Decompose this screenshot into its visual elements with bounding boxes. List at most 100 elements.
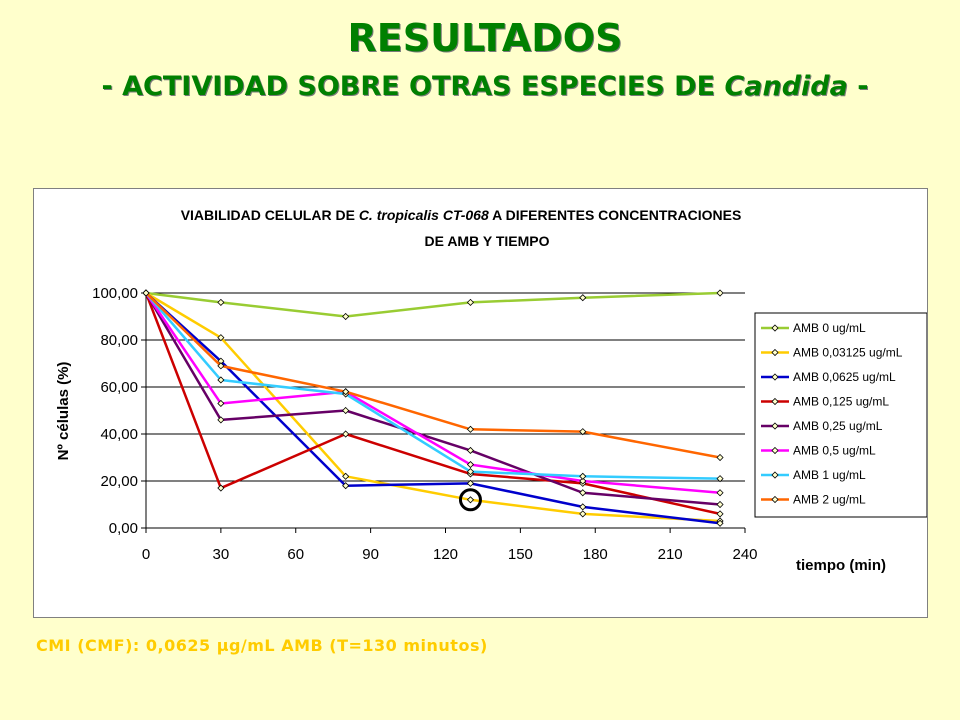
legend-label-6: AMB 1 ug/mL	[793, 468, 866, 482]
legend-item-4: AMB 0,25 ug/mL	[761, 419, 883, 433]
data-point-1-2	[342, 472, 350, 480]
data-point-2-4	[579, 503, 587, 511]
slide-title: RESULTADOS	[347, 16, 623, 60]
chart-title-prefix: VIABILIDAD CELULAR DE	[181, 207, 359, 223]
data-point-5-5	[716, 489, 724, 497]
x-tick-label-5: 150	[508, 546, 533, 563]
data-point-6-1	[217, 376, 225, 384]
data-point-5-1	[217, 399, 225, 408]
y-tick-label-2: 40,00	[100, 426, 138, 443]
highlight-circle	[458, 488, 482, 512]
y-tick-label-0: 0,00	[109, 520, 138, 537]
series-4	[142, 289, 724, 509]
series-line-6	[145, 292, 721, 480]
legend-label-3: AMB 0,125 ug/mL	[793, 395, 889, 409]
x-tick-label-8: 240	[732, 546, 757, 563]
series-7	[142, 289, 724, 462]
data-point-7-0	[142, 289, 150, 297]
data-point-1-1	[217, 334, 225, 342]
grid-lines	[146, 292, 745, 482]
data-point-7-2	[342, 388, 350, 396]
legend-item-6: AMB 1 ug/mL	[761, 468, 866, 482]
legend-box	[754, 312, 927, 518]
x-axis-label: tiempo (min)	[796, 557, 886, 574]
data-point-6-3	[466, 468, 475, 476]
x-tick-label-7: 210	[658, 546, 683, 563]
subtitle-italic: Candida	[724, 71, 848, 102]
viability-line-chart: VIABILIDAD CELULAR DE C. tropicalis CT-0…	[55, 207, 927, 574]
data-point-2-5	[716, 519, 724, 527]
data-point-2-3	[466, 479, 475, 487]
data-point-7-5	[716, 453, 724, 462]
series-2	[142, 289, 724, 527]
data-point-7-3	[466, 425, 475, 433]
series-5	[142, 289, 724, 497]
legend-item-5: AMB 0,5 ug/mL	[761, 444, 876, 458]
y-tick-label-4: 80,00	[100, 332, 138, 349]
legend-marker-6	[771, 471, 779, 479]
x-tick-label-6: 180	[583, 546, 608, 563]
chart-title-italic: C. tropicalis CT-068	[359, 207, 489, 223]
series-1	[142, 289, 724, 525]
data-point-6-4	[579, 472, 587, 480]
legend-label-5: AMB 0,5 ug/mL	[793, 444, 876, 458]
series-line-2	[145, 292, 721, 525]
legend-item-1: AMB 0,03125 ug/mL	[761, 346, 903, 360]
legend-marker-5	[771, 446, 779, 455]
series-0	[142, 289, 724, 321]
legend-marker-4	[771, 422, 779, 430]
subtitle-suffix: -	[847, 71, 869, 102]
legend-label-4: AMB 0,25 ug/mL	[793, 419, 883, 433]
chart-title-line-2: DE AMB Y TIEMPO	[425, 233, 550, 249]
slide-subtitle: - ACTIVIDAD SOBRE OTRAS ESPECIES DE Cand…	[0, 72, 960, 102]
data-point-7-1	[217, 362, 225, 370]
data-point-4-1	[217, 416, 225, 424]
data-point-4-5	[716, 500, 724, 509]
series-line-0	[145, 291, 721, 318]
series-line-7	[145, 292, 721, 459]
tick-labels: 0,00 20,00 40,00 60,00 80,00 100,00 0 30 60 90 120…	[92, 285, 757, 563]
data-point-4-3	[466, 446, 475, 455]
series-line-5	[144, 292, 721, 494]
data-point-1-3	[466, 496, 475, 504]
legend-marker-7	[771, 495, 779, 504]
y-tick-label-5: 100,00	[92, 285, 138, 302]
series-group	[142, 289, 724, 527]
legend-label-7: AMB 2 ug/mL	[793, 493, 866, 507]
data-point-3-2	[342, 430, 350, 438]
x-tick-label-3: 90	[362, 546, 379, 563]
data-point-4-4	[579, 489, 587, 497]
y-tick-label-3: 60,00	[100, 379, 138, 396]
x-tick-label-1: 30	[213, 546, 230, 563]
legend-label-1: AMB 0,03125 ug/mL	[793, 346, 903, 360]
series-line-1	[145, 291, 721, 523]
data-point-3-5	[716, 510, 724, 518]
legend-label-2: AMB 0,0625 ug/mL	[793, 370, 896, 384]
legend-marker-3	[771, 397, 779, 406]
subtitle-prefix: - ACTIVIDAD SOBRE OTRAS ESPECIES DE	[101, 71, 725, 102]
y-axis-label: Nº células (%)	[55, 362, 72, 461]
legend-item-7: AMB 2 ug/mL	[761, 493, 866, 507]
chart-title-line-1: VIABILIDAD CELULAR DE C. tropicalis CT-0…	[181, 207, 742, 223]
data-point-0-2	[342, 312, 350, 321]
x-tick-label-0: 0	[142, 546, 150, 563]
x-tick-label-4: 120	[433, 546, 458, 563]
legend: AMB 0 ug/mL AMB 0,03125 ug/mL AMB 0,0625 u…	[754, 312, 927, 518]
legend-item-2: AMB 0,0625 ug/mL	[761, 370, 896, 384]
data-point-0-1	[217, 298, 225, 306]
legend-item-3: AMB 0,125 ug/mL	[761, 395, 889, 409]
data-point-3-1	[217, 484, 225, 492]
y-tick-label-1: 20,00	[100, 473, 138, 490]
legend-marker-0	[771, 324, 779, 332]
legend-label-0: AMB 0 ug/mL	[793, 321, 866, 335]
series-line-4	[144, 292, 721, 506]
x-tick-label-2: 60	[287, 546, 304, 563]
data-point-0-4	[579, 294, 587, 302]
legend-marker-1	[771, 348, 779, 357]
annotation-group	[458, 488, 482, 512]
axes	[141, 292, 746, 533]
data-point-1-4	[579, 510, 587, 518]
legend-item-0: AMB 0 ug/mL	[761, 321, 866, 335]
data-point-6-5	[716, 475, 724, 483]
data-point-2-2	[342, 482, 350, 490]
